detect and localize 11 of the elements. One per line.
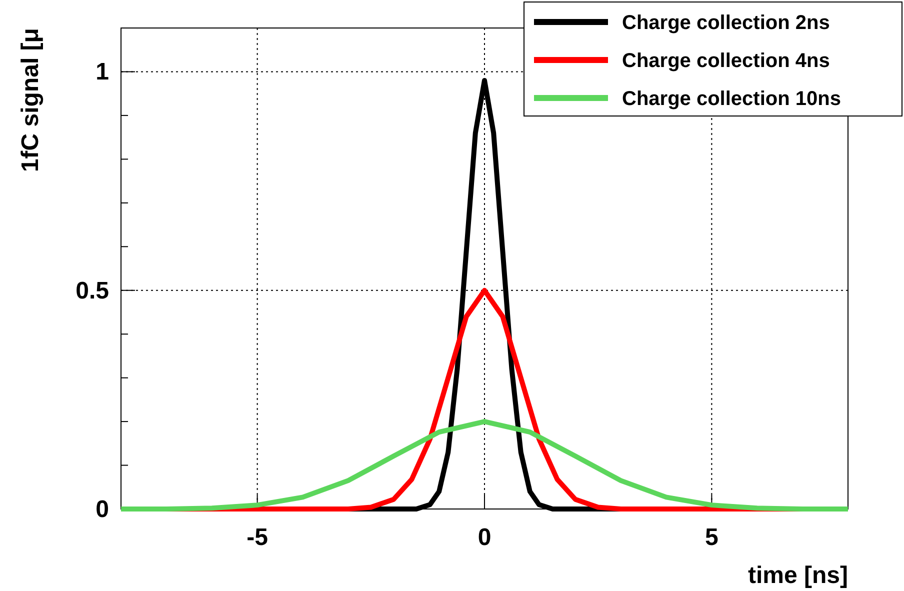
x-tick-label: 5 [705,524,718,551]
legend-label: Charge collection 2ns [622,12,830,34]
y-tick-label: 1 [96,58,109,86]
y-tick-label: 0 [96,496,109,523]
x-axis-title: time [ns] [748,562,848,589]
y-tick-label: 0.5 [76,277,109,304]
x-tick-label: -5 [246,524,268,551]
x-tick-label: 0 [478,524,492,551]
y-axis-title: 1fC signal [μ [17,28,44,172]
legend-label: Charge collection 4ns [622,50,830,72]
legend-label: Charge collection 10ns [622,88,841,110]
